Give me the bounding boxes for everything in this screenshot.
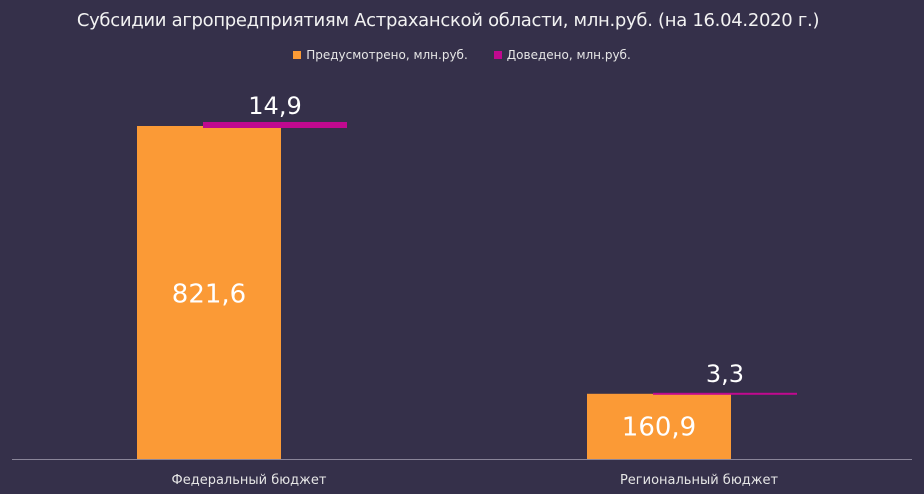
legend-item-planned: Предусмотрено, млн.руб. [293, 48, 468, 62]
chart-legend: Предусмотрено, млн.руб. Доведено, млн.ру… [0, 48, 924, 62]
bar-planned-0 [137, 126, 281, 459]
chart-title: Субсидии агропредприятиям Астраханской о… [76, 10, 820, 31]
data-label-delivered-1: 3,3 [706, 360, 744, 388]
data-label-planned-0: 821,6 [172, 280, 246, 310]
legend-label-delivered: Доведено, млн.руб. [506, 48, 631, 62]
category-label-1: Региональный бюджет [620, 473, 779, 488]
category-label-0: Федеральный бюджет [172, 473, 327, 488]
legend-label-planned: Предусмотрено, млн.руб. [306, 48, 468, 62]
marker-delivered-0 [203, 122, 347, 128]
legend-swatch-planned [293, 51, 302, 59]
legend-swatch-delivered [493, 51, 502, 59]
marker-delivered-1 [653, 392, 797, 395]
data-label-planned-1: 160,9 [622, 412, 696, 442]
bar-planned-1 [587, 393, 731, 459]
legend-item-delivered: Доведено, млн.руб. [493, 48, 631, 62]
data-label-delivered-0: 14,9 [248, 92, 301, 120]
